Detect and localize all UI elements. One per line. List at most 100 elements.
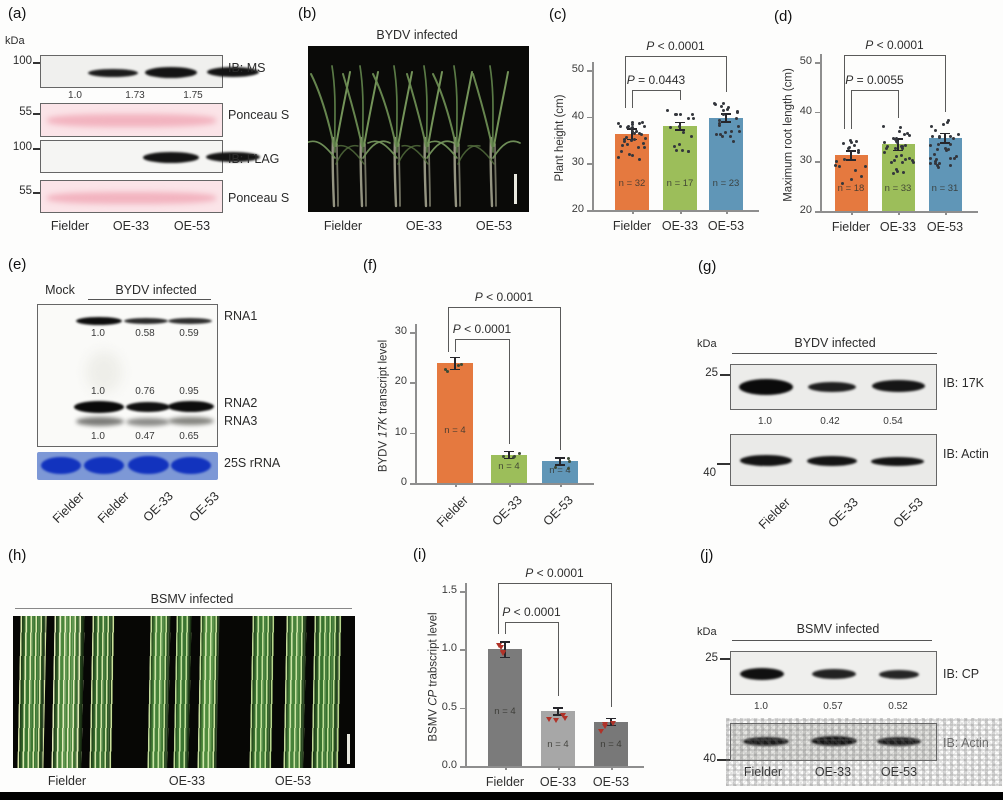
- data-point: [501, 454, 505, 458]
- westernblot-ms: [40, 55, 259, 88]
- x-tick: [945, 211, 947, 215]
- lane-label-rotated: OE-53: [890, 495, 926, 531]
- y-tick: [587, 70, 592, 72]
- y-tick-label: 30: [571, 156, 584, 169]
- n-label: n = 33: [884, 183, 912, 194]
- plant-leaf: [337, 144, 365, 165]
- panel-d-tag: (d): [774, 8, 793, 25]
- bracket-leg: [726, 56, 728, 92]
- x-tick-label: OE-53: [540, 493, 576, 529]
- bar-oe-53: [542, 461, 578, 483]
- ponceau-band: [47, 114, 216, 127]
- data-point: [673, 144, 677, 148]
- wheat-leaf: [311, 616, 342, 768]
- infected-underline: [88, 299, 211, 301]
- data-point: [949, 164, 952, 168]
- data-point: [721, 101, 725, 105]
- data-point: [621, 143, 625, 147]
- marker-dash: [33, 148, 40, 150]
- bracket-leg: [680, 90, 682, 100]
- data-point: [893, 146, 897, 150]
- y-tick-label: 20: [394, 375, 407, 388]
- wheat-leaf: [249, 616, 275, 768]
- lane-label-rotated: OE-33: [825, 495, 861, 531]
- y-tick: [815, 111, 820, 114]
- error-bar-cap: [893, 137, 903, 140]
- y-tick: [410, 382, 415, 384]
- x-tick-label: OE-33: [661, 219, 699, 233]
- error-bar-cap: [675, 129, 685, 131]
- y-tick-label: 40: [799, 104, 812, 117]
- error-bar-cap: [450, 356, 460, 359]
- data-point: [838, 165, 842, 169]
- x-tick-label: OE-53: [707, 219, 745, 233]
- wheat-plants-illustration: [308, 65, 521, 208]
- mw-marker: 40: [703, 753, 716, 765]
- plant-leaf: [493, 71, 509, 147]
- data-point: [642, 146, 646, 150]
- rna3-value: 0.47: [135, 431, 155, 442]
- data-point: [713, 102, 717, 106]
- y-tick-label: 30: [799, 154, 812, 167]
- data-point: [937, 165, 941, 169]
- wb-band: [207, 67, 259, 77]
- wb-band: [811, 736, 857, 746]
- westernblot-flag: [40, 140, 260, 173]
- data-point: [678, 125, 682, 129]
- error-bar: [508, 450, 510, 459]
- marker-dash: [33, 192, 40, 194]
- plant-leaf: [427, 71, 443, 147]
- y-axis-title: Maximum root length (cm): [782, 67, 794, 202]
- data-point: [721, 108, 725, 112]
- rna1-value: 1.0: [91, 328, 105, 339]
- data-point: [935, 147, 939, 151]
- error-bar: [944, 132, 946, 144]
- plant-leaf: [335, 144, 359, 165]
- wb-band: [740, 455, 792, 466]
- data-point: [626, 125, 630, 129]
- data-point: [610, 720, 617, 726]
- blot-label-ponceau2: Ponceau S: [228, 191, 290, 205]
- data-point: [686, 116, 690, 120]
- rna3-value: 0.65: [179, 431, 199, 442]
- marker-dash: [717, 759, 730, 761]
- data-point: [673, 112, 677, 116]
- data-point: [717, 122, 721, 126]
- lane-label: Fielder: [50, 219, 90, 233]
- rna3-band: [76, 417, 124, 426]
- data-point: [863, 165, 867, 169]
- data-point: [627, 153, 631, 157]
- plant-leaf: [458, 143, 461, 207]
- mw-marker: 100: [12, 55, 32, 67]
- data-point: [849, 177, 853, 181]
- blot-label-actin: IB: Actin: [943, 736, 989, 750]
- leaf-streaks: [173, 616, 192, 768]
- data-point: [933, 162, 937, 166]
- data-point: [892, 172, 896, 176]
- error-bar-cap: [500, 641, 510, 643]
- data-point: [513, 455, 517, 459]
- mw-marker: 40: [703, 467, 716, 479]
- infected-underline: [732, 353, 937, 355]
- smear: [86, 351, 122, 393]
- data-point: [856, 150, 860, 154]
- x-tick-label: OE-33: [489, 493, 525, 529]
- error-bar: [631, 128, 633, 140]
- y-tick-label: 50: [571, 63, 584, 75]
- y-tick: [460, 766, 465, 768]
- data-point: [951, 137, 955, 141]
- bracket-leg: [509, 339, 511, 444]
- data-point: [906, 131, 910, 135]
- bracket-leg: [632, 90, 634, 108]
- data-point: [674, 148, 678, 152]
- data-point: [852, 143, 856, 147]
- marker-dash: [33, 113, 40, 115]
- data-point: [948, 134, 952, 138]
- data-point: [500, 649, 507, 655]
- band-value: 0.42: [820, 416, 840, 427]
- pvalue-text: P < 0.0001: [452, 322, 512, 336]
- bracket-leg: [558, 622, 560, 697]
- data-point: [842, 141, 846, 145]
- plant-leaf: [453, 136, 458, 208]
- error-bar-cap: [846, 159, 856, 161]
